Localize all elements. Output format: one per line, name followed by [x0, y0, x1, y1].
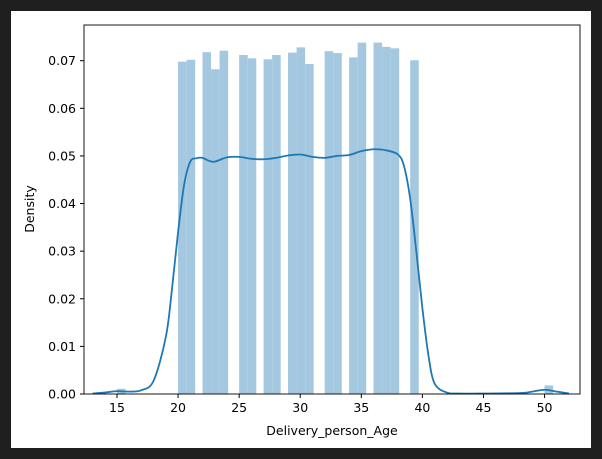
- y-tick-label: 0.03: [48, 244, 76, 259]
- x-tick-label: 45: [476, 400, 492, 415]
- histogram-bar: [219, 50, 229, 394]
- x-tick-label: 20: [170, 400, 186, 415]
- x-tick-label: 35: [353, 400, 369, 415]
- histogram-bar: [211, 69, 220, 394]
- histogram-bar: [390, 48, 400, 394]
- y-tick-label: 0.05: [48, 148, 76, 163]
- histogram-bar: [357, 42, 367, 395]
- histogram-bar: [186, 59, 196, 395]
- histogram-bar: [178, 61, 187, 395]
- histogram-bar: [349, 57, 358, 395]
- x-axis-label: Delivery_person_Age: [266, 423, 398, 438]
- histogram-bar: [305, 64, 314, 395]
- density-chart: 15 20 25 30 35 40 45 50 0.000.010.020.030.040.0…: [22, 24, 581, 438]
- kde-line: [92, 148, 570, 395]
- y-tick-label: 0.07: [48, 53, 76, 68]
- x-tick-label: 30: [292, 400, 308, 415]
- y-axis-ticks: 0.00 0.01 0.02 0.03 0.04 0.05 0.06 0.07: [48, 53, 84, 402]
- x-tick-label: 40: [414, 400, 430, 415]
- y-tick-label: 0.01: [48, 339, 76, 354]
- axes-frame: [83, 24, 581, 395]
- histogram-bar: [373, 42, 383, 395]
- histogram-bar: [272, 54, 281, 395]
- y-tick-label: 0.02: [48, 291, 76, 306]
- histogram-bar: [263, 59, 273, 395]
- histogram-bar: [239, 54, 248, 395]
- x-tick-label: 25: [231, 400, 247, 415]
- histogram-bar: [288, 52, 297, 395]
- figure: 15 20 25 30 35 40 45 50 0.00 0.01 0.02 0.03 0.04 0.0…: [11, 11, 591, 448]
- histogram-bar: [324, 51, 334, 394]
- x-tick-label: 15: [109, 400, 125, 415]
- x-axis-ticks: 15 20 25 30 35 40 45 50: [109, 394, 553, 415]
- y-tick-label: 0.00: [48, 387, 76, 402]
- histogram-bar: [202, 52, 212, 395]
- y-tick-label: 0.04: [48, 196, 76, 211]
- histogram-bar: [333, 53, 342, 394]
- x-tick-label: 50: [537, 400, 553, 415]
- y-axis-label: Density: [22, 185, 37, 233]
- histogram-bar: [296, 47, 306, 395]
- histogram-bar: [382, 46, 391, 394]
- histogram-bar: [247, 58, 257, 394]
- y-tick-label: 0.06: [48, 101, 76, 116]
